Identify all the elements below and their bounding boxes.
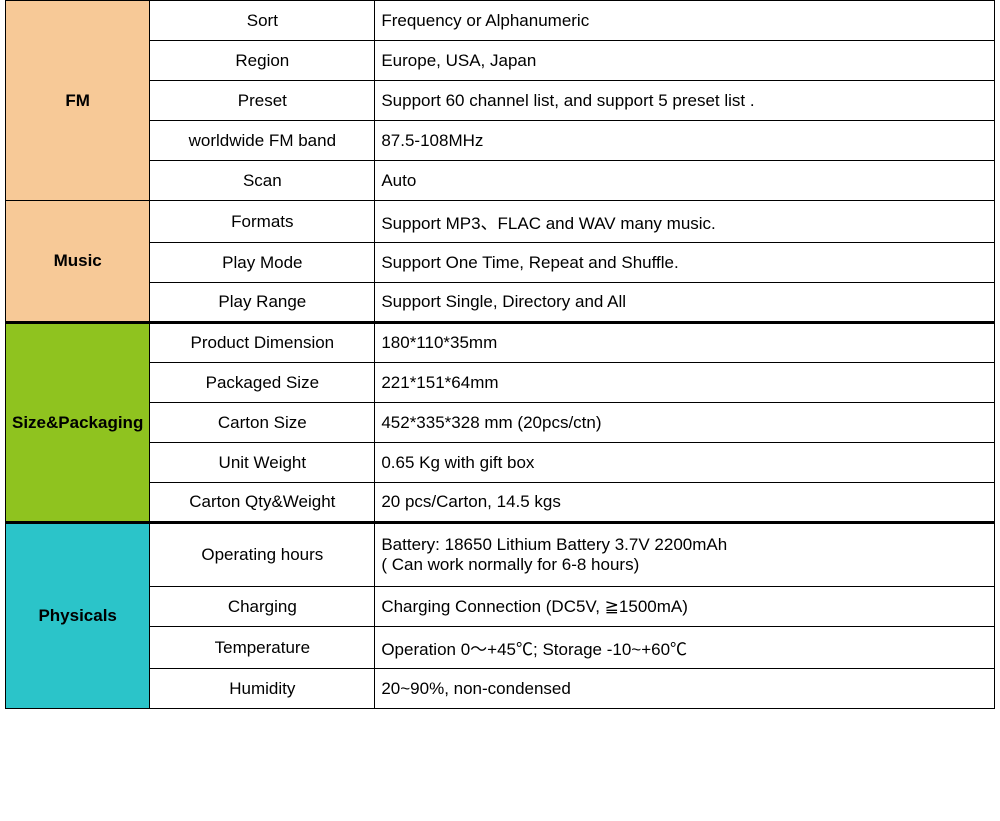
attr-cell: Operating hours [150,523,375,587]
spec-table-body: FM Sort Frequency or Alphanumeric Region… [6,1,995,709]
attr-cell: Play Mode [150,243,375,283]
val-cell: Support Single, Directory and All [375,283,995,323]
table-row: Carton Size 452*335*328 mm (20pcs/ctn) [6,403,995,443]
val-cell: Support MP3、FLAC and WAV many music. [375,201,995,243]
val-cell: Charging Connection (DC5V, ≧1500mA) [375,587,995,627]
table-row: Physicals Operating hours Battery: 18650… [6,523,995,587]
section-label-fm: FM [6,1,150,201]
table-row: Packaged Size 221*151*64mm [6,363,995,403]
attr-cell: Humidity [150,669,375,709]
attr-cell: Play Range [150,283,375,323]
attr-cell: Formats [150,201,375,243]
val-cell: Battery: 18650 Lithium Battery 3.7V 2200… [375,523,995,587]
attr-cell: Carton Size [150,403,375,443]
table-row: Preset Support 60 channel list, and supp… [6,81,995,121]
attr-cell: Preset [150,81,375,121]
val-cell: 87.5-108MHz [375,121,995,161]
attr-cell: Packaged Size [150,363,375,403]
section-label-music: Music [6,201,150,323]
val-cell: Operation 0～+45℃; Storage -10~+60℃ [375,627,995,669]
table-row: worldwide FM band 87.5-108MHz [6,121,995,161]
val-cell: Support 60 channel list, and support 5 p… [375,81,995,121]
section-label-physicals: Physicals [6,523,150,709]
val-cell: 452*335*328 mm (20pcs/ctn) [375,403,995,443]
table-row: Music Formats Support MP3、FLAC and WAV m… [6,201,995,243]
val-cell: 0.65 Kg with gift box [375,443,995,483]
table-row: Unit Weight 0.65 Kg with gift box [6,443,995,483]
val-cell: 20 pcs/Carton, 14.5 kgs [375,483,995,523]
table-row: Temperature Operation 0～+45℃; Storage -1… [6,627,995,669]
table-row: Region Europe, USA, Japan [6,41,995,81]
attr-cell: Sort [150,1,375,41]
table-row: Size&Packaging Product Dimension 180*110… [6,323,995,363]
val-cell: Frequency or Alphanumeric [375,1,995,41]
val-cell: 20~90%, non-condensed [375,669,995,709]
spec-table: FM Sort Frequency or Alphanumeric Region… [5,0,995,709]
attr-cell: Unit Weight [150,443,375,483]
attr-cell: Carton Qty&Weight [150,483,375,523]
attr-cell: worldwide FM band [150,121,375,161]
val-cell: Europe, USA, Japan [375,41,995,81]
attr-cell: Charging [150,587,375,627]
table-row: Scan Auto [6,161,995,201]
attr-cell: Region [150,41,375,81]
table-row: Play Range Support Single, Directory and… [6,283,995,323]
val-cell: Support One Time, Repeat and Shuffle. [375,243,995,283]
attr-cell: Temperature [150,627,375,669]
attr-cell: Product Dimension [150,323,375,363]
val-cell: 221*151*64mm [375,363,995,403]
val-cell: Auto [375,161,995,201]
table-row: Carton Qty&Weight 20 pcs/Carton, 14.5 kg… [6,483,995,523]
attr-cell: Scan [150,161,375,201]
section-label-size-packaging: Size&Packaging [6,323,150,523]
table-row: FM Sort Frequency or Alphanumeric [6,1,995,41]
table-row: Charging Charging Connection (DC5V, ≧150… [6,587,995,627]
val-cell: 180*110*35mm [375,323,995,363]
table-row: Play Mode Support One Time, Repeat and S… [6,243,995,283]
table-row: Humidity 20~90%, non-condensed [6,669,995,709]
